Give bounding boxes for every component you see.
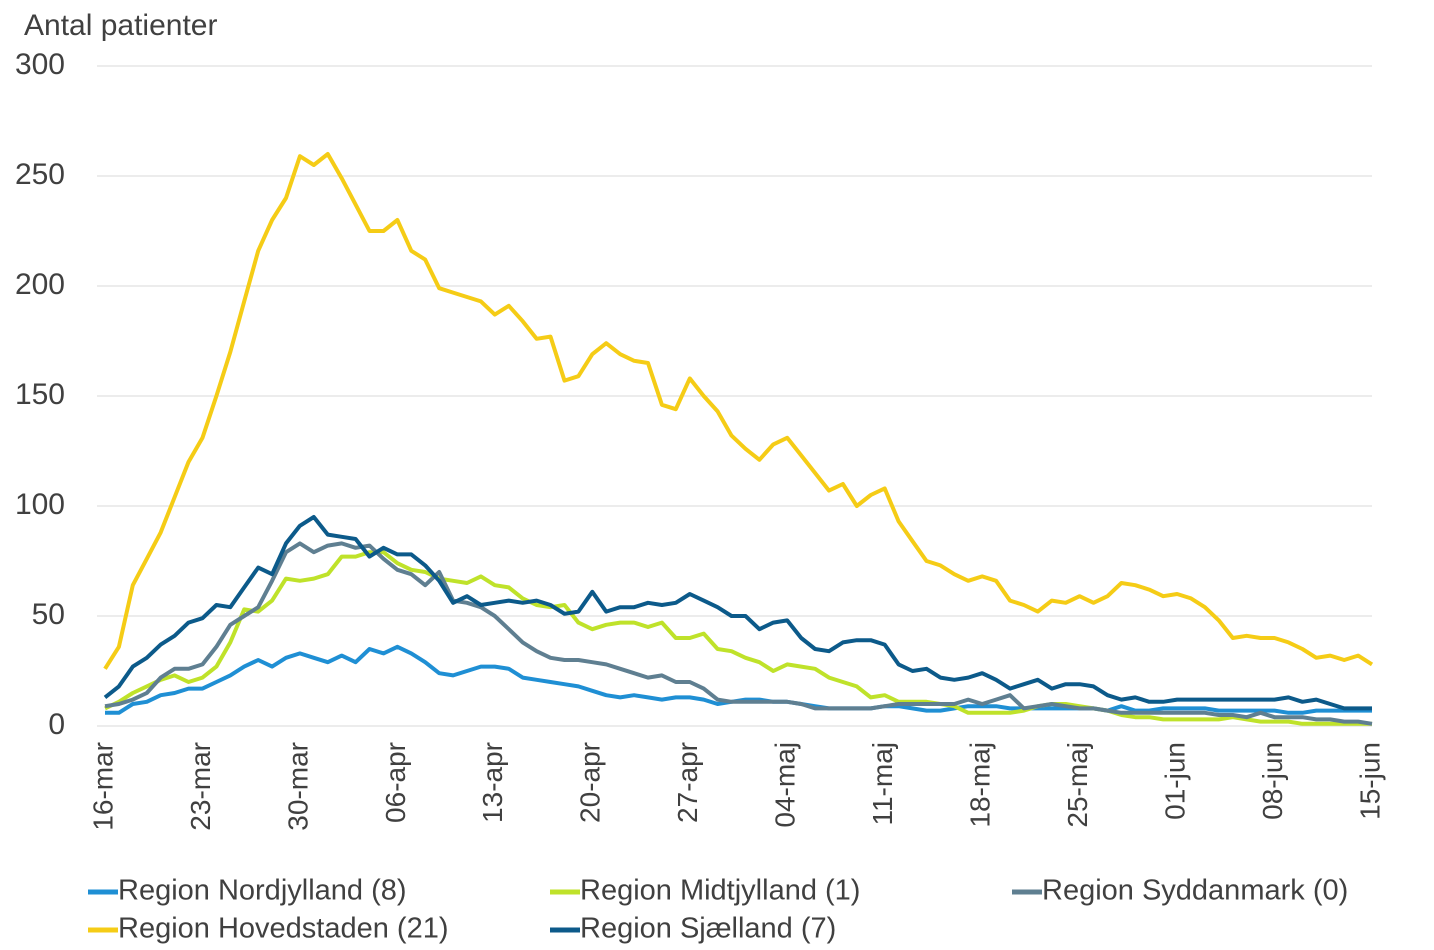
- legend-label: Region Nordjylland (8): [118, 875, 407, 907]
- series-line: [104, 550, 1372, 726]
- y-axis-label: Antal patienter: [24, 9, 217, 42]
- x-tick-label: 01-jun: [1159, 742, 1190, 820]
- x-tick-label: 16-mar: [87, 742, 118, 831]
- series-line: [103, 152, 1374, 670]
- series-line: [103, 515, 1372, 711]
- legend-label: Region Midtjylland (1): [580, 875, 860, 907]
- y-tick-label: 200: [15, 268, 65, 301]
- x-tick-label: 23-mar: [185, 742, 216, 831]
- x-tick-label: 13-apr: [477, 742, 508, 823]
- y-tick-label: 100: [15, 488, 65, 521]
- legend-label: Region Syddanmark (0): [1042, 875, 1348, 907]
- x-tick-label: 25-maj: [1062, 742, 1093, 828]
- y-tick-label: 300: [15, 48, 65, 81]
- x-tick-label: 15-jun: [1354, 742, 1385, 820]
- y-tick-label: 150: [15, 378, 65, 411]
- y-tick-label: 250: [15, 158, 65, 191]
- x-tick-label: 18-maj: [965, 742, 996, 828]
- series-line: [104, 541, 1373, 726]
- y-tick-label: 0: [48, 708, 65, 741]
- y-tick-label: 50: [32, 598, 65, 631]
- x-tick-label: 30-mar: [282, 742, 313, 831]
- x-tick-label: 27-apr: [672, 742, 703, 823]
- legend-label: Region Hovedstaden (21): [118, 913, 448, 945]
- x-tick-label: 11-maj: [867, 742, 898, 826]
- x-tick-label: 06-apr: [380, 742, 411, 823]
- x-tick-label: 20-apr: [575, 742, 606, 823]
- x-tick-label: 08-jun: [1257, 742, 1288, 820]
- x-tick-label: 04-maj: [770, 742, 801, 828]
- legend-label: Region Sjælland (7): [580, 913, 836, 945]
